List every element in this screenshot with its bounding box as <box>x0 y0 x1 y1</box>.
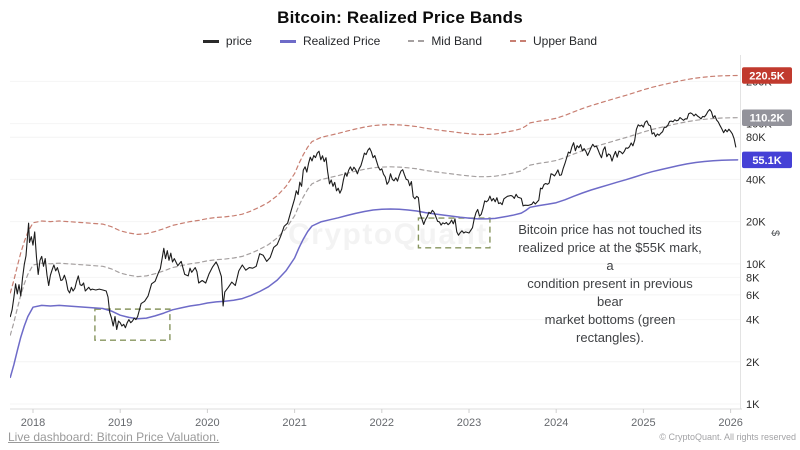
x-tick-label: 2019 <box>108 417 132 429</box>
y-tick-label: 1K <box>746 399 760 411</box>
y-tick-label: 40K <box>746 174 766 186</box>
y-tick-label: 80K <box>746 132 766 144</box>
annotation-line: Bitcoin price has not touched its <box>518 222 702 237</box>
y-axis-unit-label: $ <box>769 230 781 236</box>
y-axis-badge-label: 220.5K <box>749 70 785 82</box>
y-tick-label: 10K <box>746 259 766 271</box>
price-line-swatch-icon <box>202 39 219 43</box>
annotation: Bitcoin price has not touched its realize… <box>514 221 706 347</box>
y-axis-badge <box>742 67 792 84</box>
series-group <box>10 74 739 379</box>
live-dashboard-link[interactable]: Live dashboard: Bitcoin Price Valuation. <box>8 430 220 444</box>
y-axis-badge-label: 110.2K <box>750 113 785 125</box>
x-tick-label: 2020 <box>195 417 219 429</box>
legend-label: Upper Band <box>533 34 598 48</box>
x-tick-label: 2022 <box>370 417 394 429</box>
y-axis-badge-label: 55.1K <box>752 155 781 167</box>
series-mid-band-line <box>10 117 739 336</box>
y-axis-badge <box>742 109 792 126</box>
y-tick-label: 4K <box>746 315 760 327</box>
x-tick-label: 2021 <box>282 417 306 429</box>
annotation-line: realized price at the $55K mark, a <box>518 240 702 273</box>
realized-price-swatch-icon <box>279 39 296 43</box>
legend-item-mid-band[interactable]: Mid Band <box>408 34 482 48</box>
annotation-line: condition present in previous bear <box>527 276 693 309</box>
x-tick-label: 2025 <box>631 417 655 429</box>
highlight-box-bear-bottom-2022-2023 <box>417 217 491 249</box>
x-tick-label: 2024 <box>544 417 568 429</box>
legend-item-upper-band[interactable]: Upper Band <box>510 34 597 48</box>
legend-item-realized-price[interactable]: Realized Price <box>279 34 381 48</box>
mid-band-swatch-icon <box>408 40 425 42</box>
series-price-line <box>10 108 737 331</box>
x-tick-label: 2018 <box>21 417 45 429</box>
x-tick-label: 2023 <box>457 417 481 429</box>
legend-label: price <box>225 34 252 48</box>
legend: price Realized Price Mid Band Upper Band <box>0 34 800 48</box>
annotation-line: market bottoms (green rectangles). <box>544 312 676 345</box>
legend-item-price[interactable]: price <box>202 34 252 48</box>
y-tick-label: 20K <box>746 217 766 229</box>
highlight-box-bear-bottom-2018-2019 <box>94 308 171 341</box>
y-axis-badge <box>742 151 792 169</box>
y-tick-label: 2K <box>746 357 760 369</box>
y-tick-label: 8K <box>746 272 760 284</box>
legend-label: Mid Band <box>431 34 483 48</box>
series-upper-band-line <box>10 74 739 294</box>
x-tick-label: 2026 <box>718 417 742 429</box>
page-title: Bitcoin: Realized Price Bands <box>277 8 523 27</box>
upper-band-swatch-icon <box>510 40 527 42</box>
series-realized-price-line <box>10 159 739 379</box>
y-tick-label: 6K <box>746 290 760 302</box>
copyright-text: © CryptoQuant. All rights reserved <box>659 432 796 442</box>
legend-label: Realized Price <box>302 34 381 48</box>
